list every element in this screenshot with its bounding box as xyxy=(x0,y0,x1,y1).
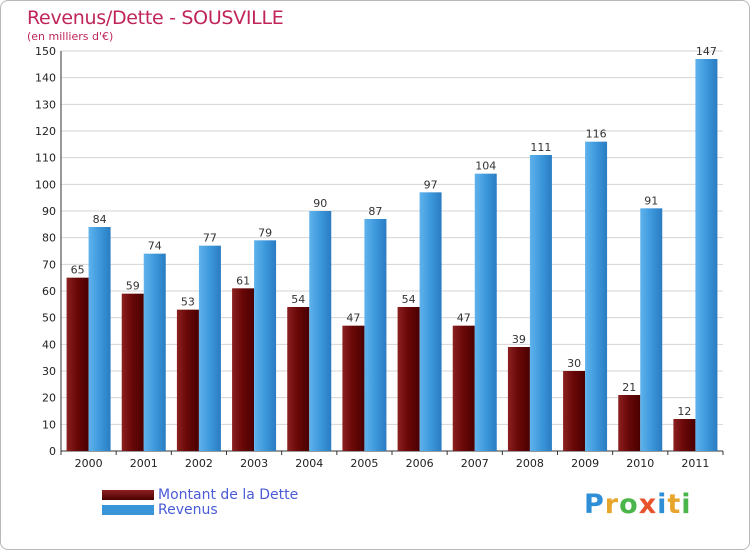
legend-label-dette: Montant de la Dette xyxy=(158,487,299,503)
bar-revenus xyxy=(419,192,442,452)
data-labels: 65 84 59 74 53 77 61 79 54 90 47 87 54 97 47 104 39 111 30… xyxy=(71,45,717,418)
data-label: 47 xyxy=(346,312,360,325)
y-tick-label: 0 xyxy=(49,445,56,458)
y-tick-label: 60 xyxy=(42,285,56,298)
bar-dette xyxy=(176,309,199,451)
y-tick-label: 80 xyxy=(42,232,56,245)
y-tick-label: 50 xyxy=(42,312,56,325)
data-label: 111 xyxy=(530,141,551,154)
x-tick-label: 2011 xyxy=(681,457,709,470)
bar-dette xyxy=(342,325,365,451)
data-label: 12 xyxy=(677,405,691,418)
bar-dette xyxy=(287,307,310,451)
y-tick-label: 130 xyxy=(35,98,56,111)
bar-revenus xyxy=(198,245,221,451)
tick-labels: 0 10 20 30 40 50 60 70 80 90 100 110 120 130 140 150 200… xyxy=(35,45,709,470)
data-label: 65 xyxy=(71,264,85,277)
bar-revenus xyxy=(88,227,111,451)
x-tick-label: 2008 xyxy=(516,457,544,470)
chart-subtitle: (en milliers d'€) xyxy=(27,30,114,43)
bar-dette xyxy=(121,293,144,451)
x-tick-label: 2006 xyxy=(406,457,434,470)
data-label: 77 xyxy=(203,232,217,245)
y-tick-label: 120 xyxy=(35,125,56,138)
grid-lines xyxy=(61,50,723,425)
data-label: 54 xyxy=(291,293,305,306)
bar-dette xyxy=(673,419,696,451)
proxiti-logo: Proxiti xyxy=(584,489,692,520)
y-tick-label: 150 xyxy=(35,45,56,58)
y-tick-label: 70 xyxy=(42,258,56,271)
data-label: 97 xyxy=(424,178,438,191)
data-label: 87 xyxy=(368,205,382,218)
data-label: 90 xyxy=(313,197,327,210)
y-tick-label: 90 xyxy=(42,205,56,218)
bar-revenus xyxy=(529,155,552,451)
x-tick-label: 2005 xyxy=(350,457,378,470)
data-label: 104 xyxy=(475,160,496,173)
data-label: 59 xyxy=(126,280,140,293)
bar-dette xyxy=(452,325,475,451)
x-tick-label: 2000 xyxy=(75,457,103,470)
legend-item-dette: Montant de la Dette xyxy=(102,487,299,503)
legend-item-revenus: Revenus xyxy=(102,502,218,518)
bar-revenus xyxy=(695,59,718,451)
data-label: 47 xyxy=(457,312,471,325)
x-tick-label: 2001 xyxy=(130,457,158,470)
y-tick-label: 110 xyxy=(35,152,56,165)
data-label: 84 xyxy=(93,213,107,226)
bar-revenus xyxy=(364,219,387,451)
axes xyxy=(60,51,724,455)
x-tick-label: 2007 xyxy=(461,457,489,470)
data-label: 39 xyxy=(512,333,526,346)
x-tick-label: 2004 xyxy=(295,457,323,470)
bar-revenus xyxy=(585,141,608,451)
data-label: 54 xyxy=(402,293,416,306)
bar-dette xyxy=(232,288,255,451)
y-tick-label: 20 xyxy=(42,392,56,405)
bar-dette xyxy=(397,307,420,451)
bar-dette xyxy=(563,371,586,451)
bar-revenus xyxy=(474,173,497,451)
bar-dette xyxy=(66,277,89,451)
data-label: 53 xyxy=(181,296,195,309)
legend-label-revenus: Revenus xyxy=(158,502,218,518)
y-tick-label: 100 xyxy=(35,178,56,191)
data-label: 79 xyxy=(258,226,272,239)
bar-revenus xyxy=(309,211,332,451)
chart-title: Revenus/Dette - SOUSVILLE xyxy=(27,7,284,29)
data-label: 116 xyxy=(586,128,607,141)
y-tick-label: 10 xyxy=(42,418,56,431)
y-tick-label: 30 xyxy=(42,365,56,378)
bars xyxy=(66,59,718,452)
data-label: 61 xyxy=(236,274,250,287)
legend-swatch-revenus xyxy=(102,505,154,515)
data-label: 21 xyxy=(622,381,636,394)
x-tick-label: 2009 xyxy=(571,457,599,470)
y-tick-label: 140 xyxy=(35,72,56,85)
data-label: 147 xyxy=(696,45,717,58)
bar-dette xyxy=(507,347,530,451)
x-tick-label: 2003 xyxy=(240,457,268,470)
data-label: 30 xyxy=(567,357,581,370)
x-tick-label: 2010 xyxy=(626,457,654,470)
bar-revenus xyxy=(254,240,277,451)
y-tick-label: 40 xyxy=(42,338,56,351)
bar-revenus xyxy=(143,253,166,451)
bar-revenus xyxy=(640,208,663,451)
data-label: 74 xyxy=(148,240,162,253)
data-label: 91 xyxy=(644,194,658,207)
bar-dette xyxy=(618,395,641,451)
x-tick-label: 2002 xyxy=(185,457,213,470)
legend-swatch-dette xyxy=(102,490,154,500)
